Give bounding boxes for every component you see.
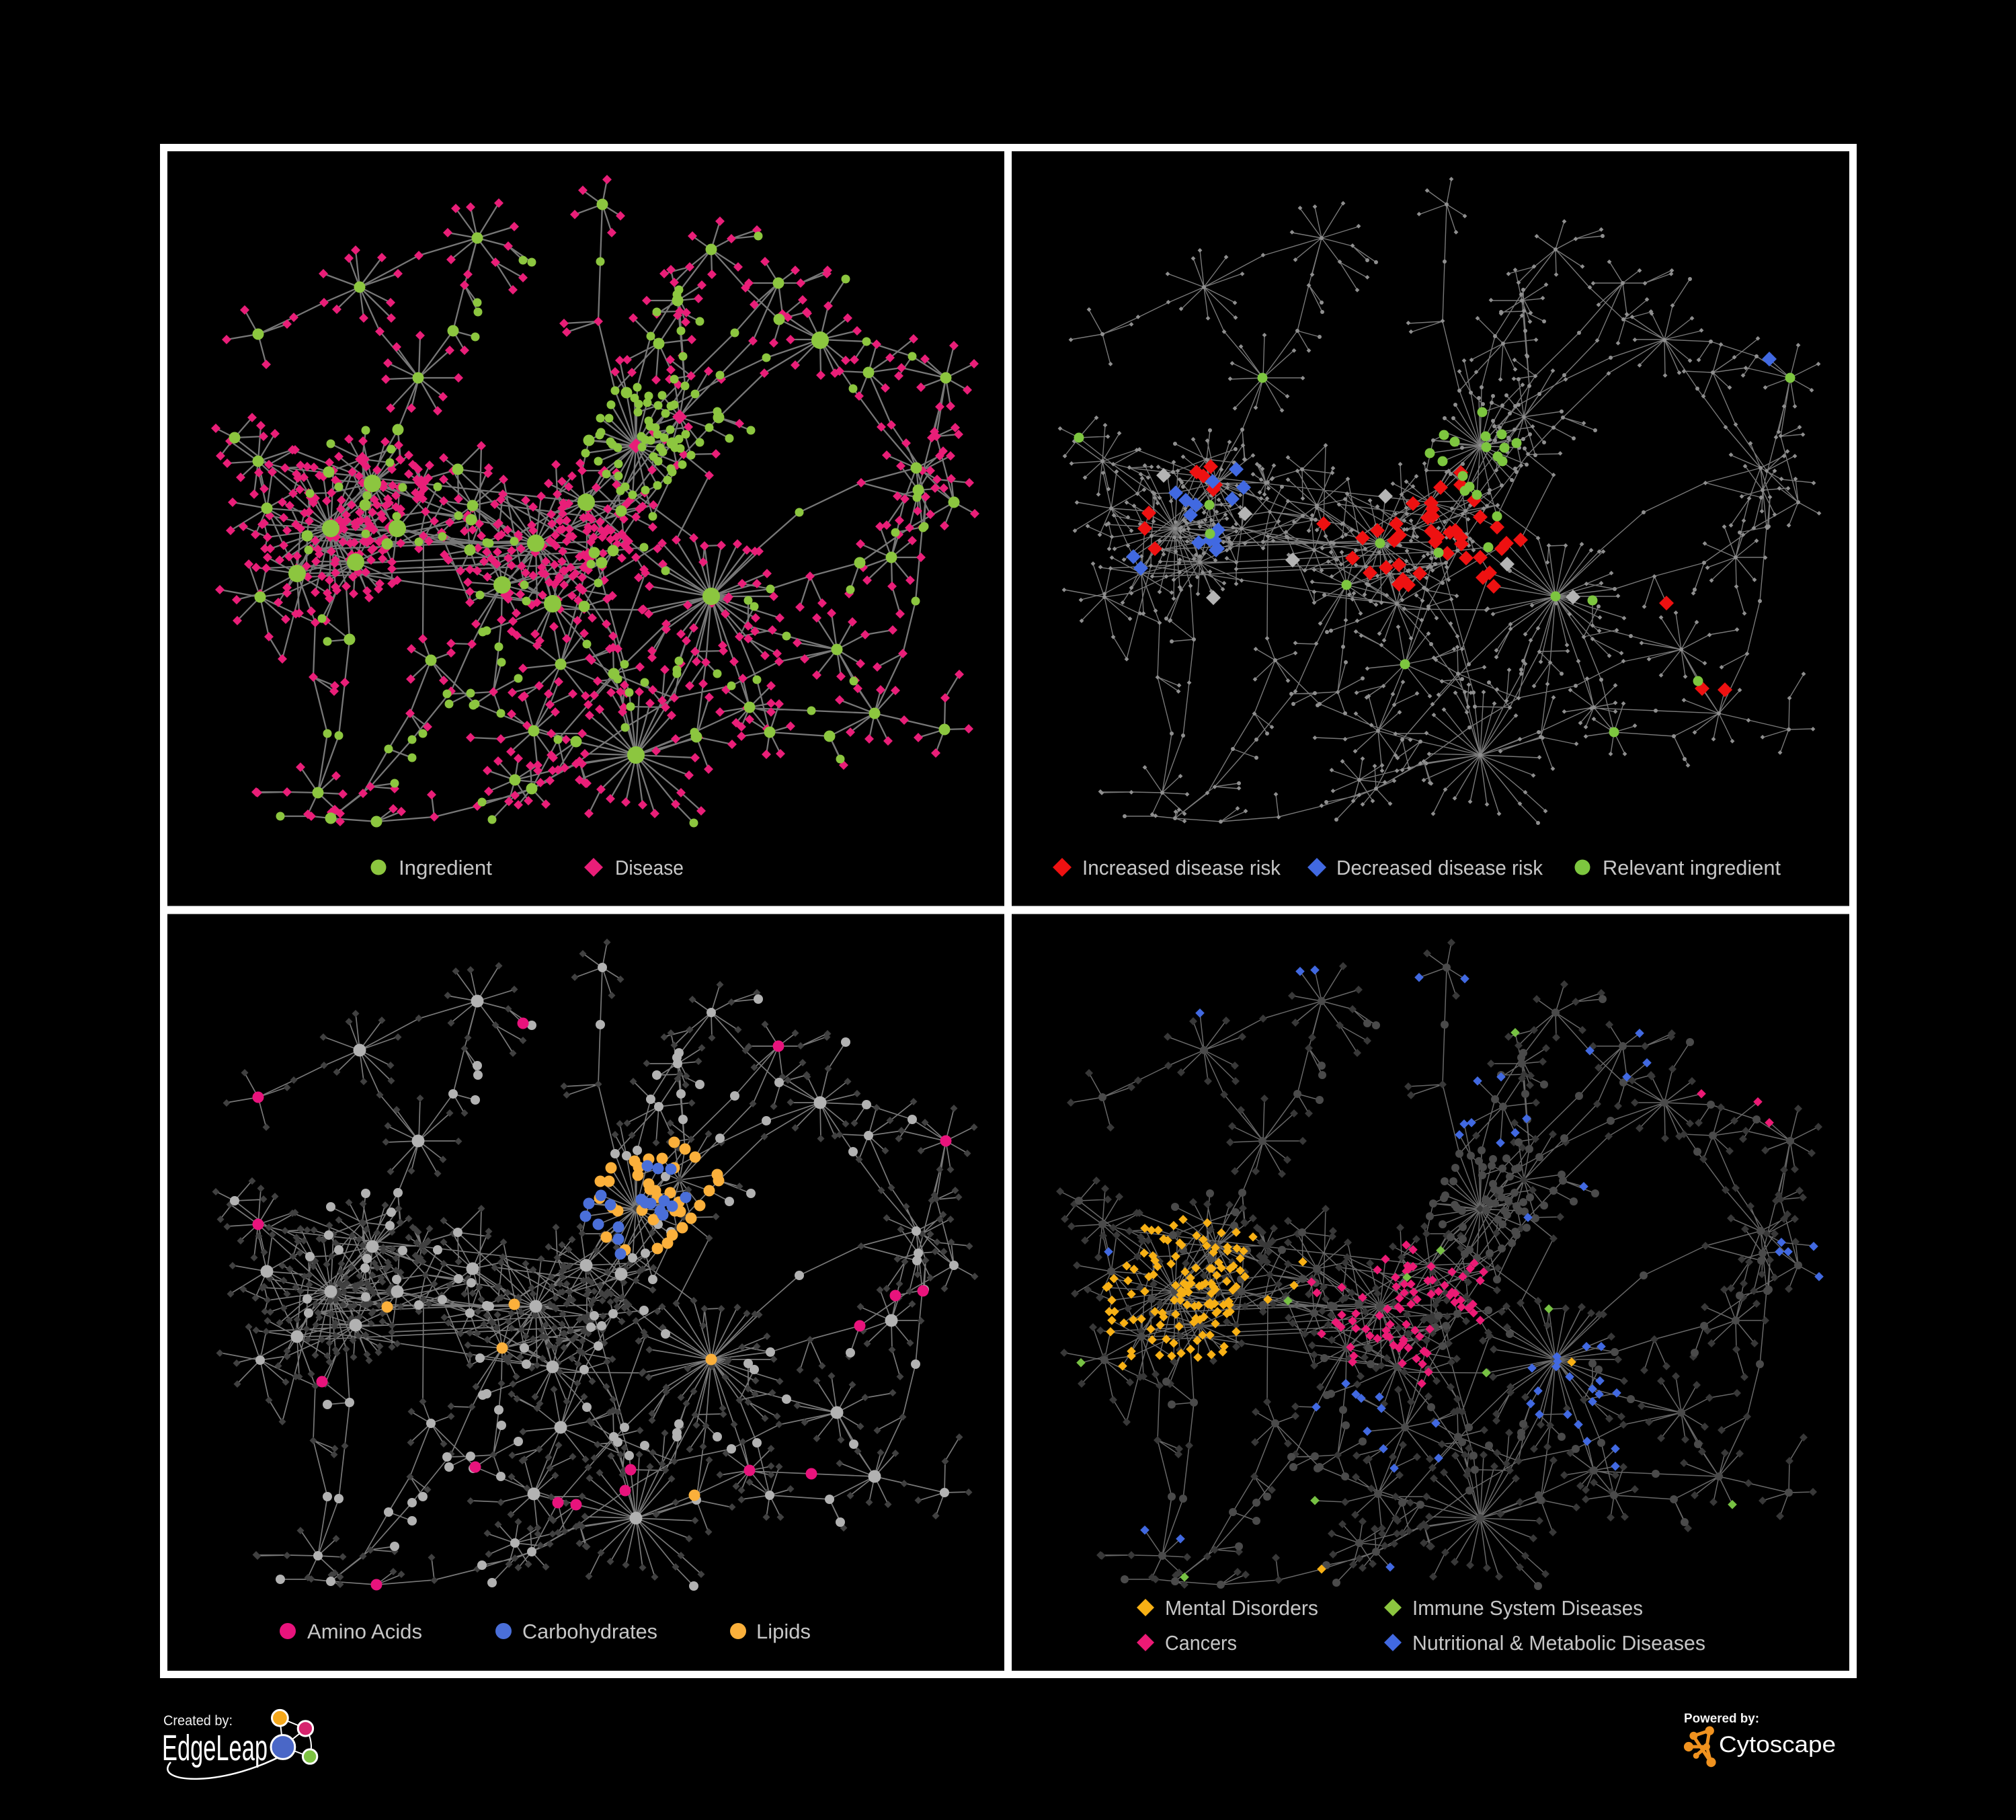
svg-text:Immune System Diseases: Immune System Diseases (1412, 1596, 1643, 1620)
svg-text:Ingredient: Ingredient (399, 856, 492, 879)
svg-text:EdgeLeap: EdgeLeap (162, 1728, 268, 1768)
svg-text:Created by:: Created by: (163, 1713, 233, 1729)
svg-text:Relevant ingredient: Relevant ingredient (1603, 856, 1781, 879)
svg-text:Carbohydrates: Carbohydrates (522, 1620, 657, 1643)
svg-text:Cancers: Cancers (1165, 1631, 1237, 1655)
svg-text:Nutritional & Metabolic Diseas: Nutritional & Metabolic Diseases (1412, 1631, 1705, 1655)
svg-text:Lipids: Lipids (756, 1620, 811, 1643)
svg-text:Cytoscape: Cytoscape (1719, 1732, 1836, 1757)
svg-text:Decreased disease risk: Decreased disease risk (1336, 856, 1543, 879)
svg-text:Increased disease risk: Increased disease risk (1082, 856, 1281, 879)
svg-text:Disease: Disease (615, 856, 684, 879)
svg-text:Amino Acids: Amino Acids (307, 1620, 422, 1643)
svg-text:Mental Disorders: Mental Disorders (1165, 1596, 1318, 1620)
svg-text:Powered by:: Powered by: (1684, 1712, 1759, 1726)
